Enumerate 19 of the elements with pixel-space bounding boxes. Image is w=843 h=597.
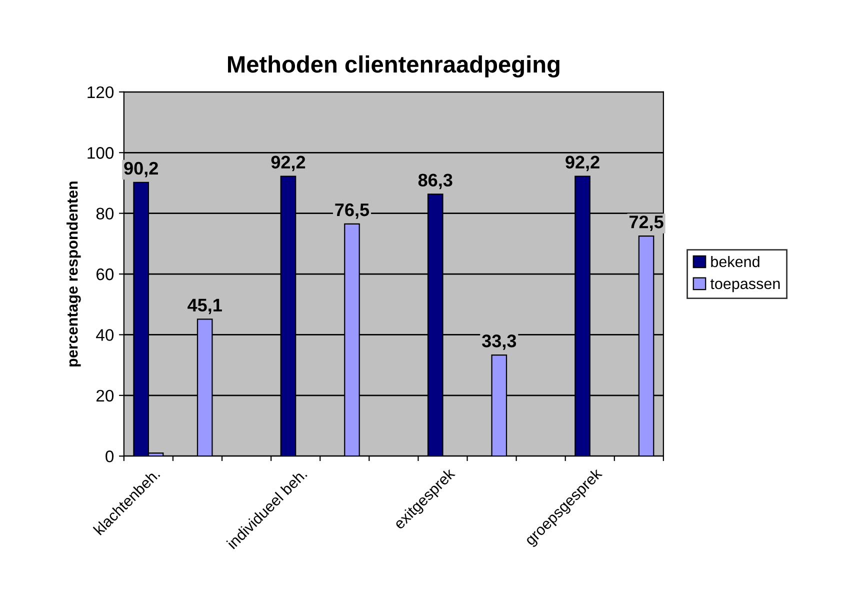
y-tick-label: 120 <box>88 86 114 98</box>
data-label: 76,5 <box>335 203 370 219</box>
data-label: 45,1 <box>188 298 222 314</box>
y-tick-label: 100 <box>88 147 114 159</box>
data-label: 72,5 <box>629 216 664 231</box>
data-label: 92,2 <box>271 156 306 172</box>
legend-label: bekend <box>711 256 760 268</box>
y-tick-label: 20 <box>96 390 114 402</box>
legend-label: toepassen <box>710 279 780 292</box>
y-tick-label: 40 <box>96 329 114 341</box>
data-label: 92,2 <box>566 156 600 172</box>
data-label: 86,3 <box>418 174 452 190</box>
y-tick-label: 0 <box>106 450 114 462</box>
data-label: 33,3 <box>482 334 516 350</box>
chart-title: Methoden clientenraadpeging <box>228 55 560 78</box>
y-tick-label: 60 <box>96 268 114 280</box>
data-label: 90,2 <box>124 162 158 178</box>
y-tick-label: 80 <box>96 208 114 220</box>
y-axis-title: percentage respondenten <box>66 182 81 366</box>
